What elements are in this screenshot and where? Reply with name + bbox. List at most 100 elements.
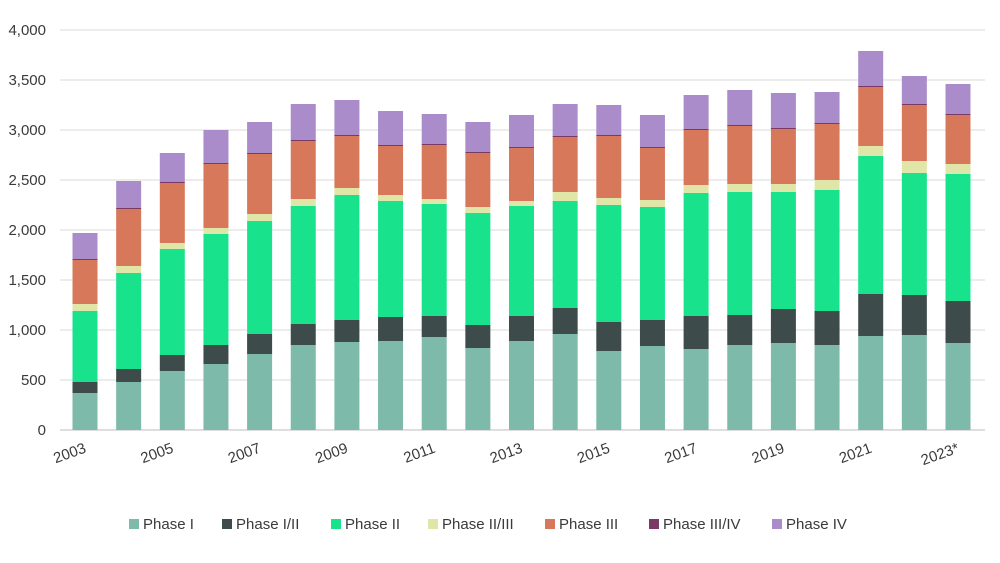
bar-segment-phase-i-ii-2014 xyxy=(552,308,578,334)
bar-segment-phase-i-ii-2021 xyxy=(858,294,884,336)
bar-stack-2017 xyxy=(683,95,709,430)
bar-segment-phase-ii-2022 xyxy=(901,173,927,295)
bar-segment-phase-iv-2018 xyxy=(727,90,753,125)
legend-item: Phase III/IV xyxy=(649,516,741,533)
x-tick-label: 2015 xyxy=(575,440,612,467)
bar-segment-phase-i-2022 xyxy=(901,335,927,430)
x-tick-label: 2023* xyxy=(919,440,962,469)
bar-stack-2004 xyxy=(116,181,142,430)
bar-stack-2007 xyxy=(247,122,273,430)
bar-segment-phase-i-ii-2015 xyxy=(596,322,622,351)
bar-segment-phase-iii-iv-2014 xyxy=(552,136,578,137)
bar-stack-2006 xyxy=(203,130,229,430)
bar-segment-phase-iii-iv-2004 xyxy=(116,208,142,209)
x-tick-label: 2021 xyxy=(837,440,874,467)
y-tick-label: 1,500 xyxy=(8,272,46,289)
bar-segment-phase-iii-iv-2003 xyxy=(72,259,98,260)
legend-swatch xyxy=(129,519,139,529)
bar-segment-phase-ii-iii-2010 xyxy=(378,195,404,201)
bar-segment-phase-ii-iii-2023* xyxy=(945,164,971,174)
bar-stack-2005 xyxy=(159,153,185,430)
bar-stack-2016 xyxy=(639,115,665,430)
y-tick-label: 2,000 xyxy=(8,222,46,239)
bar-segment-phase-ii-2017 xyxy=(683,193,709,316)
bar-segment-phase-ii-2021 xyxy=(858,156,884,294)
bar-segment-phase-ii-iii-2018 xyxy=(727,184,753,192)
bar-segment-phase-ii-iii-2003 xyxy=(72,304,98,311)
bar-segment-phase-iv-2003 xyxy=(72,233,98,259)
bar-stack-2022 xyxy=(901,76,927,430)
x-tick-label: 2011 xyxy=(401,440,437,467)
bar-segment-phase-iii-2016 xyxy=(639,148,665,200)
bar-segment-phase-ii-iii-2022 xyxy=(901,161,927,173)
bar-segment-phase-i-ii-2008 xyxy=(290,324,316,345)
bar-segment-phase-ii-2012 xyxy=(465,213,491,325)
bar-segment-phase-i-ii-2004 xyxy=(116,369,142,382)
x-tick-label: 2013 xyxy=(488,440,525,467)
bars xyxy=(72,51,971,430)
y-tick-label: 4,000 xyxy=(8,22,46,39)
bar-segment-phase-i-ii-2012 xyxy=(465,325,491,348)
bar-segment-phase-iii-2014 xyxy=(552,137,578,192)
bar-segment-phase-iv-2008 xyxy=(290,104,316,140)
bar-segment-phase-iii-2021 xyxy=(858,87,884,146)
bar-segment-phase-iii-iv-2020 xyxy=(814,123,840,124)
legend-item: Phase I xyxy=(129,516,194,533)
bar-segment-phase-ii-iii-2017 xyxy=(683,185,709,193)
x-tick-label: 2007 xyxy=(226,440,263,467)
bar-segment-phase-i-2007 xyxy=(247,354,273,430)
bar-segment-phase-iii-iv-2009 xyxy=(334,135,360,136)
bar-segment-phase-ii-iii-2011 xyxy=(421,199,447,204)
legend-label: Phase IV xyxy=(786,516,847,533)
bar-stack-2013 xyxy=(509,115,534,430)
bar-segment-phase-iii-2010 xyxy=(378,146,404,195)
legend: Phase I Phase I/II Phase II Phase II/III Pha… xyxy=(129,516,847,533)
bar-segment-phase-i-ii-2006 xyxy=(203,345,229,364)
bar-segment-phase-i-2019 xyxy=(770,343,796,430)
legend-item: Phase I/II xyxy=(222,516,299,533)
legend-label: Phase II xyxy=(345,516,400,533)
y-axis-ticks: 0 500 1,000 1,500 2,000 2,500 3,000 3,500 4,000 xyxy=(8,22,46,439)
bar-segment-phase-iii-iv-2012 xyxy=(465,152,491,153)
bar-segment-phase-i-2005 xyxy=(159,371,185,430)
bar-segment-phase-iv-2020 xyxy=(814,92,840,123)
bar-segment-phase-iv-2023* xyxy=(945,84,971,114)
bar-segment-phase-ii-iii-2015 xyxy=(596,198,622,205)
bar-segment-phase-iv-2017 xyxy=(683,95,709,129)
bar-segment-phase-iv-2007 xyxy=(247,122,273,153)
bar-segment-phase-i-2008 xyxy=(290,345,316,430)
bar-segment-phase-i-2023* xyxy=(945,343,971,430)
bar-segment-phase-ii-2020 xyxy=(814,190,840,311)
bar-segment-phase-iv-2005 xyxy=(159,153,185,182)
bar-segment-phase-iii-2011 xyxy=(421,145,447,199)
bar-segment-phase-iii-iv-2017 xyxy=(683,129,709,130)
bar-segment-phase-iii-2005 xyxy=(159,183,185,243)
bar-segment-phase-iii-2007 xyxy=(247,154,273,214)
bar-segment-phase-iii-iv-2016 xyxy=(639,147,665,148)
bar-stack-2010 xyxy=(378,111,404,430)
bar-segment-phase-ii-iii-2021 xyxy=(858,146,884,156)
bar-segment-phase-ii-iii-2005 xyxy=(159,243,185,249)
bar-segment-phase-i-ii-2003 xyxy=(72,382,98,393)
bar-segment-phase-i-2010 xyxy=(378,341,404,430)
x-tick-label: 2005 xyxy=(138,440,175,467)
bar-segment-phase-ii-iii-2013 xyxy=(509,201,534,206)
bar-segment-phase-i-ii-2018 xyxy=(727,315,753,345)
bar-segment-phase-i-ii-2022 xyxy=(901,295,927,335)
bar-segment-phase-i-ii-2013 xyxy=(509,316,534,341)
legend-swatch xyxy=(222,519,232,529)
bar-segment-phase-iv-2013 xyxy=(509,115,534,147)
bar-segment-phase-iii-2004 xyxy=(116,209,142,266)
bar-segment-phase-iv-2014 xyxy=(552,104,578,136)
y-tick-label: 3,000 xyxy=(8,122,46,139)
bar-stack-2018 xyxy=(727,90,753,430)
bar-stack-2003 xyxy=(72,233,98,430)
bar-segment-phase-iv-2010 xyxy=(378,111,404,145)
bar-stack-2019 xyxy=(770,93,796,430)
legend-label: Phase III xyxy=(559,516,618,533)
bar-segment-phase-ii-iii-2020 xyxy=(814,180,840,190)
bar-segment-phase-iii-iv-2015 xyxy=(596,135,622,136)
legend-swatch xyxy=(772,519,782,529)
bar-stack-2015 xyxy=(596,105,622,430)
bar-segment-phase-iv-2012 xyxy=(465,122,491,152)
